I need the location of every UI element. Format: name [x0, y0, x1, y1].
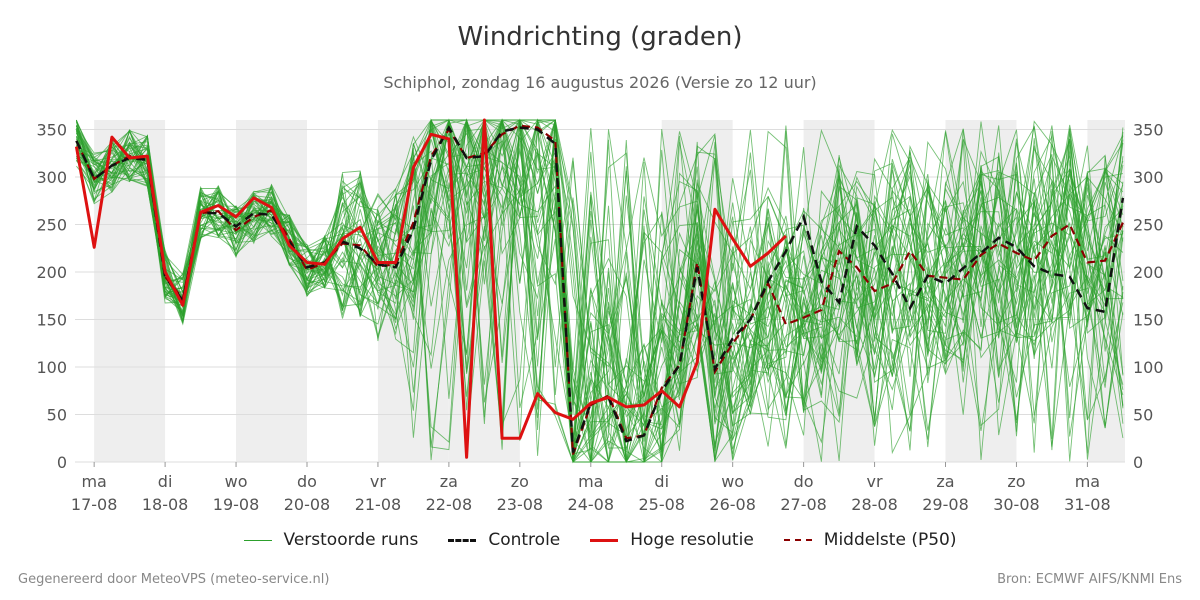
x-tick-date-11: 28-08: [851, 495, 898, 514]
x-tick-weekday-1: di: [158, 472, 173, 491]
x-tick-date-6: 23-08: [497, 495, 544, 514]
x-tick-weekday-13: zo: [1007, 472, 1025, 491]
x-tick-weekday-11: vr: [867, 472, 883, 491]
y-tick-left-50: 50: [47, 406, 67, 425]
shaded-band-1: [236, 120, 307, 462]
chart-title: Windrichting (graden): [457, 22, 743, 52]
x-tick-weekday-8: di: [654, 472, 669, 491]
y-tick-left-350: 350: [36, 121, 67, 140]
x-tick-date-14: 31-08: [1064, 495, 1111, 514]
y-tick-left-200: 200: [36, 263, 67, 282]
x-tick-date-5: 22-08: [426, 495, 473, 514]
main-series: [74, 118, 1125, 459]
x-tick-weekday-2: wo: [225, 472, 248, 491]
legend-swatch-control: [448, 538, 477, 542]
x-tick-weekday-0: ma: [81, 472, 106, 491]
ensemble-member-25: [75, 119, 1124, 433]
ensemble-member-44: [75, 119, 1124, 443]
y-tick-right-200: 200: [1133, 263, 1164, 282]
y-tick-left-0: 0: [57, 453, 67, 472]
ensemble-member-46: [76, 119, 1124, 463]
x-tick-date-7: 24-08: [568, 495, 615, 514]
y-tick-right-100: 100: [1133, 358, 1164, 377]
x-tick-weekday-10: do: [794, 472, 814, 491]
y-tick-right-300: 300: [1133, 168, 1164, 187]
x-tick-date-3: 20-08: [284, 495, 331, 514]
y-tick-left-300: 300: [36, 168, 67, 187]
y-tick-left-250: 250: [36, 216, 67, 235]
ensemble-series: [75, 118, 1124, 464]
x-tick-date-8: 25-08: [638, 495, 685, 514]
ensemble-member-42: [75, 119, 1124, 463]
legend-swatch-ensemble: [243, 539, 272, 541]
ensemble-member-8: [75, 119, 1124, 463]
y-tick-right-250: 250: [1133, 216, 1164, 235]
ensemble-member-14: [75, 119, 1124, 463]
legend-swatch-median: [783, 539, 812, 541]
y-tick-left-100: 100: [36, 358, 67, 377]
x-tick-weekday-7: ma: [578, 472, 603, 491]
y-tick-left-150: 150: [36, 311, 67, 330]
x-tick-date-1: 18-08: [142, 495, 189, 514]
x-tick-weekday-4: vr: [370, 472, 386, 491]
footer-source: Bron: ECMWF AIFS/KNMI Ens: [997, 572, 1182, 587]
x-tick-weekday-14: ma: [1075, 472, 1100, 491]
x-tick-date-4: 21-08: [355, 495, 402, 514]
series-hires-line: [74, 118, 787, 459]
legend-item-median[interactable]: Middelste (P50): [783, 530, 957, 550]
x-tick-weekday-6: zo: [511, 472, 529, 491]
legend-item-control[interactable]: Controle: [448, 530, 560, 550]
legend-label-median: Middelste (P50): [823, 530, 957, 550]
x-tick-weekday-9: wo: [721, 472, 744, 491]
axis-labels: 0 0 50 50 100 100 150 150 200 200 250 250 300 300 350 3…: [36, 121, 1163, 515]
footer-generated-by: Gegenereerd door MeteoVPS (meteo-service…: [18, 572, 330, 587]
ensemble-member-40: [76, 118, 1124, 463]
x-tick-weekday-12: za: [936, 472, 954, 491]
chart-subtitle: Schiphol, zondag 16 augustus 2026 (Versi…: [383, 73, 817, 92]
legend-label-ensemble: Verstoorde runs: [283, 530, 419, 550]
legend-label-hires: Hoge resolutie: [630, 530, 754, 550]
legend-item-hires[interactable]: Hoge resolutie: [590, 530, 754, 550]
y-tick-right-350: 350: [1133, 121, 1164, 140]
legend-swatch-hires: [590, 538, 619, 542]
x-tick-date-12: 29-08: [922, 495, 969, 514]
x-tick-weekday-3: do: [297, 472, 317, 491]
x-tick-date-13: 30-08: [993, 495, 1040, 514]
x-tick-date-0: 17-08: [71, 495, 118, 514]
x-tick-date-2: 19-08: [213, 495, 260, 514]
y-tick-right-0: 0: [1133, 453, 1143, 472]
legend-label-control: Controle: [488, 530, 561, 550]
y-tick-right-50: 50: [1133, 406, 1153, 425]
x-tick-weekday-5: za: [440, 472, 458, 491]
x-tick-date-9: 26-08: [709, 495, 756, 514]
y-tick-right-150: 150: [1133, 311, 1164, 330]
x-tick-date-10: 27-08: [780, 495, 827, 514]
legend-item-ensemble[interactable]: Verstoorde runs: [243, 530, 419, 550]
legend: Verstoorde runs Controle Hoge resolutie …: [0, 530, 1200, 550]
ensemble-member-50: [76, 119, 1123, 463]
